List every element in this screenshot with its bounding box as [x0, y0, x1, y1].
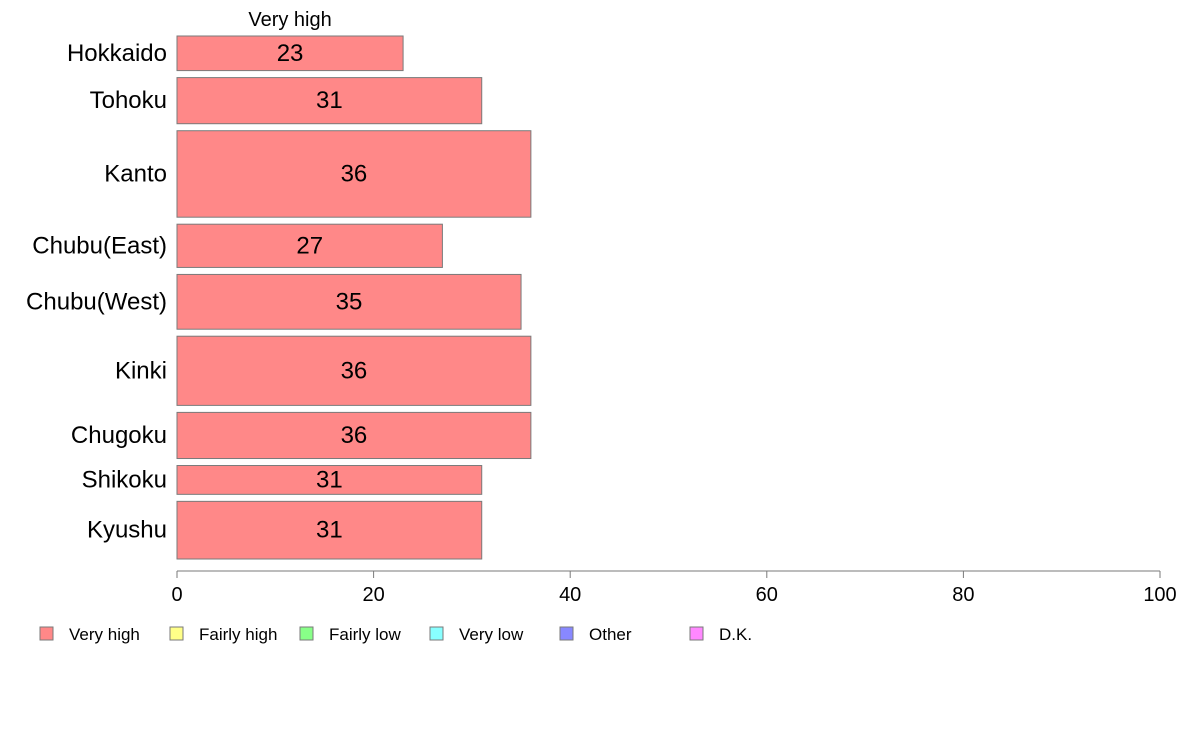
bar-kyushu [176, 500, 483, 560]
category-label: Kanto [104, 160, 167, 187]
x-tick-label: 60 [756, 584, 778, 606]
legend-label: Fairly high [199, 625, 277, 644]
category-labels: Hokkaido Tohoku Kanto Chubu(East) Chubu(West… [26, 40, 167, 544]
legend-item-very-low: Very low [429, 625, 524, 644]
legend-label: Other [589, 625, 632, 644]
bar-chubu-west [176, 273, 522, 330]
category-label: Chubu(West) [26, 288, 167, 315]
category-label: Kyushu [87, 517, 167, 544]
legend-item-other: Other [559, 625, 632, 644]
bar-chugoku [176, 411, 532, 460]
legend-swatch [429, 626, 444, 641]
x-tick-label: 0 [171, 584, 182, 606]
legend-item-fairly-low: Fairly low [299, 625, 402, 644]
x-tick-label: 20 [362, 584, 384, 606]
bar-value-label: 36 [341, 357, 368, 384]
bar-kanto [176, 130, 532, 218]
bar-value-label: 27 [296, 232, 323, 259]
x-tick-label: 80 [952, 584, 974, 606]
bar-value-label: 23 [277, 40, 304, 67]
legend-swatch [299, 626, 314, 641]
x-axis: 0 20 40 60 80 100 [171, 570, 1177, 606]
bar-value-label: 35 [336, 288, 363, 315]
category-label: Kinki [115, 357, 167, 384]
legend-swatch [559, 626, 574, 641]
legend-item-fairly-high: Fairly high [169, 625, 277, 644]
legend-label: Fairly low [329, 625, 402, 644]
bars: 23 31 36 27 35 36 36 31 31 [176, 35, 532, 560]
bar-kinki [176, 335, 532, 406]
category-label: Tohoku [90, 87, 167, 114]
x-tick-label: 40 [559, 584, 581, 606]
category-label: Chugoku [71, 422, 167, 449]
category-label: Shikoku [82, 466, 167, 493]
legend-item-d-k: D.K. [689, 625, 752, 644]
legend-label: Very low [459, 625, 524, 644]
x-tick-label: 100 [1143, 584, 1176, 606]
bar-tohoku [176, 77, 483, 125]
legend-swatch [39, 626, 54, 641]
legend-swatch [169, 626, 184, 641]
legend-swatch [689, 626, 704, 641]
bar-hokkaido [176, 35, 404, 72]
series-title: Very high [248, 9, 331, 31]
category-label: Hokkaido [67, 40, 167, 67]
legend-label: D.K. [719, 625, 752, 644]
legend: Very high Fairly high Fairly low Very low Ot… [39, 625, 752, 644]
bar-chubu-east [176, 223, 443, 268]
bar-value-label: 31 [316, 466, 343, 493]
bar-value-label: 36 [341, 422, 368, 449]
bar-value-label: 36 [341, 160, 368, 187]
legend-label: Very high [69, 625, 140, 644]
bar-shikoku [176, 465, 483, 495]
bar-value-label: 31 [316, 87, 343, 114]
category-label: Chubu(East) [32, 232, 167, 259]
bar-value-label: 31 [316, 517, 343, 544]
legend-item-very-high: Very high [39, 625, 140, 644]
series-titles: Very high [248, 9, 331, 31]
